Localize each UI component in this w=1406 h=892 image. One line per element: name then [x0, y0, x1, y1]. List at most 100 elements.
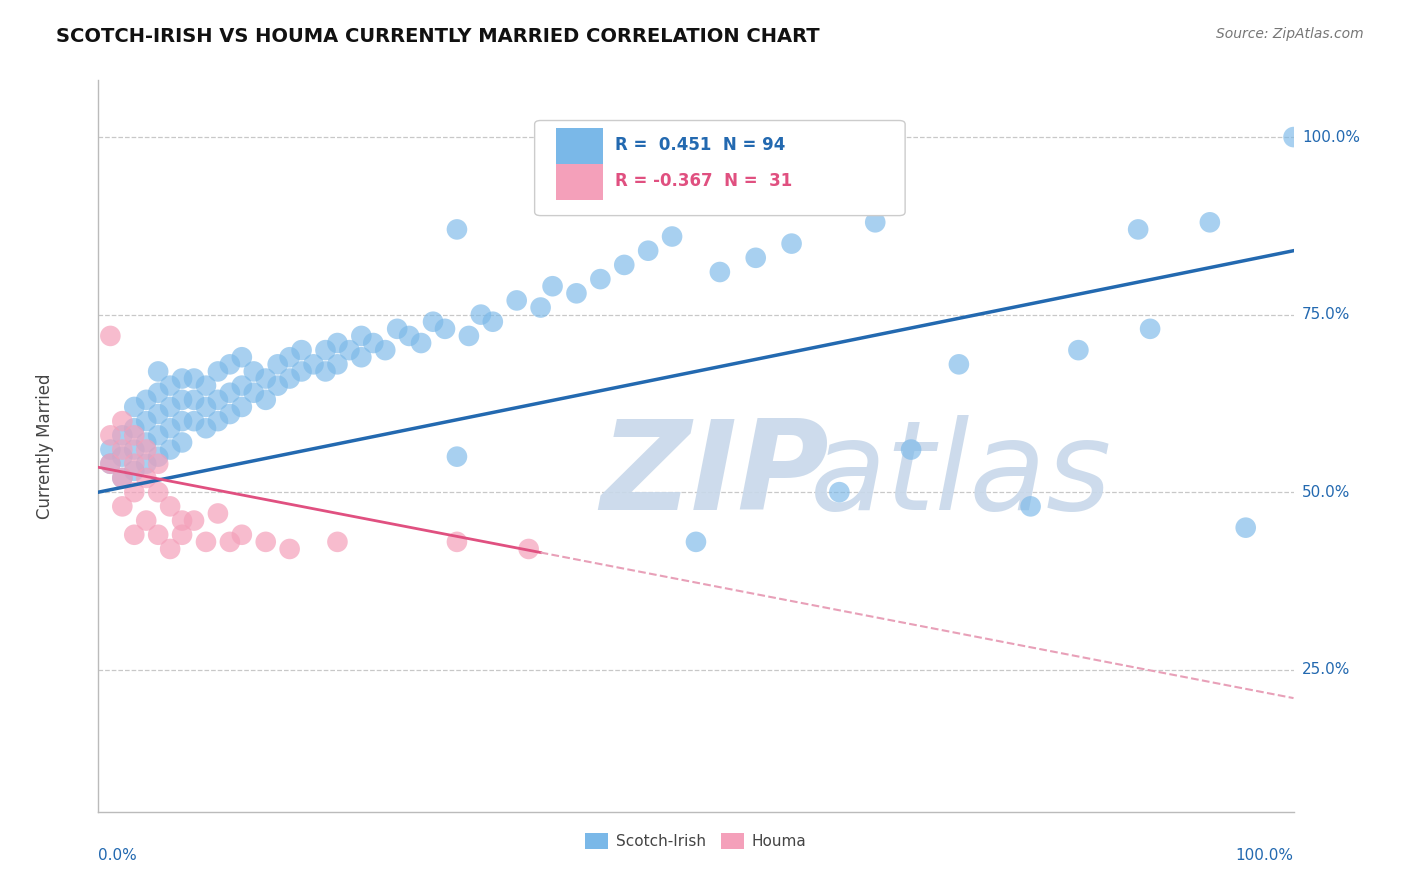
Point: [458, 329, 481, 343]
Point: [183, 514, 205, 528]
Point: [589, 272, 612, 286]
Text: 25.0%: 25.0%: [1302, 662, 1350, 677]
Point: [111, 471, 134, 485]
Text: 0.0%: 0.0%: [98, 848, 138, 863]
Point: [98, 442, 122, 457]
FancyBboxPatch shape: [557, 164, 603, 200]
Point: [254, 371, 277, 385]
Point: [278, 350, 301, 364]
Point: [195, 421, 218, 435]
Point: [207, 507, 229, 521]
Point: [111, 471, 134, 485]
Point: [98, 457, 122, 471]
Point: [124, 464, 146, 478]
Point: [111, 414, 134, 428]
Point: [172, 414, 194, 428]
Point: [124, 457, 146, 471]
Point: [267, 357, 290, 371]
Point: [1234, 521, 1257, 535]
Point: [207, 392, 229, 407]
Point: [111, 442, 134, 457]
Point: [98, 329, 122, 343]
Point: [315, 343, 337, 358]
Point: [291, 343, 314, 358]
Point: [159, 378, 181, 392]
Point: [98, 457, 122, 471]
Text: 100.0%: 100.0%: [1302, 129, 1360, 145]
Point: [326, 534, 349, 549]
Point: [148, 364, 170, 378]
Point: [148, 528, 170, 542]
Point: [506, 293, 529, 308]
Text: atlas: atlas: [810, 415, 1112, 536]
Point: [302, 357, 325, 371]
Point: [207, 414, 229, 428]
Point: [159, 442, 181, 457]
Point: [231, 400, 253, 414]
Text: R =  0.451  N = 94: R = 0.451 N = 94: [614, 136, 785, 153]
Point: [326, 336, 349, 351]
Point: [231, 350, 253, 364]
Point: [613, 258, 636, 272]
Point: [446, 534, 468, 549]
Point: [124, 442, 146, 457]
Point: [709, 265, 731, 279]
Point: [350, 329, 373, 343]
Point: [124, 421, 146, 435]
Point: [172, 392, 194, 407]
Point: [148, 485, 170, 500]
Point: [98, 428, 122, 442]
Point: [1282, 130, 1305, 145]
Point: [1067, 343, 1090, 358]
Point: [135, 414, 157, 428]
Point: [278, 371, 301, 385]
Point: [135, 392, 157, 407]
Point: [565, 286, 588, 301]
Point: [470, 308, 492, 322]
Point: [135, 457, 157, 471]
Point: [135, 514, 157, 528]
Point: [183, 371, 205, 385]
Point: [291, 364, 314, 378]
Point: [124, 428, 146, 442]
Point: [135, 471, 157, 485]
Text: SCOTCH-IRISH VS HOUMA CURRENTLY MARRIED CORRELATION CHART: SCOTCH-IRISH VS HOUMA CURRENTLY MARRIED …: [56, 27, 820, 45]
Point: [111, 450, 134, 464]
Point: [135, 442, 157, 457]
Point: [530, 301, 553, 315]
Point: [159, 500, 181, 514]
Point: [865, 215, 887, 229]
Point: [1199, 215, 1222, 229]
Point: [1139, 322, 1161, 336]
Point: [231, 378, 253, 392]
Point: [135, 435, 157, 450]
FancyBboxPatch shape: [534, 120, 905, 216]
Point: [828, 485, 851, 500]
Text: ZIP: ZIP: [600, 415, 830, 536]
Legend: Scotch-Irish, Houma: Scotch-Irish, Houma: [579, 827, 813, 855]
Point: [637, 244, 659, 258]
Point: [148, 428, 170, 442]
Point: [243, 385, 266, 400]
Point: [745, 251, 768, 265]
Point: [1019, 500, 1042, 514]
FancyBboxPatch shape: [557, 128, 603, 163]
Point: [1128, 222, 1150, 236]
Point: [219, 407, 242, 421]
Text: 75.0%: 75.0%: [1302, 307, 1350, 322]
Point: [219, 357, 242, 371]
Text: 50.0%: 50.0%: [1302, 484, 1350, 500]
Point: [124, 485, 146, 500]
Point: [254, 534, 277, 549]
Point: [350, 350, 373, 364]
Point: [385, 322, 409, 336]
Point: [398, 329, 420, 343]
Text: 100.0%: 100.0%: [1236, 848, 1294, 863]
Point: [374, 343, 396, 358]
Point: [219, 534, 242, 549]
Point: [446, 450, 468, 464]
Point: [900, 442, 922, 457]
Point: [183, 414, 205, 428]
Point: [517, 541, 540, 556]
Point: [326, 357, 349, 371]
